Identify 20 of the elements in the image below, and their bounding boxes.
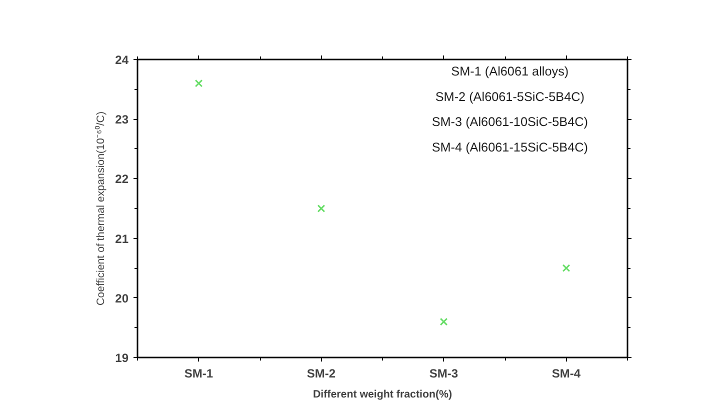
annotation: SM-1 (Al6061 alloys) [451,64,569,78]
x-tick-label: SM-1 [184,366,214,380]
x-tick-label: SM-2 [306,366,336,380]
x-tick-label: SM-3 [429,366,458,380]
point [440,318,448,326]
y-tick-label: 24 [115,53,129,67]
annotation: SM-2 (Al6061-5SiC-5B4C) [435,90,584,104]
point [194,79,203,88]
y-tick-label: 22 [115,172,129,186]
x-axis-title: Different weight fraction(%) [312,388,453,400]
y-axis-title: Coefficient of thermal expansion(10⁻⁶⁰/C) [94,111,108,306]
y-tick-label: 19 [115,351,129,365]
annotation: SM-3 (Al6061-10SiC-5B4C) [432,115,588,130]
annotation: SM-4 (Al6061-15SiC-5B4C) [432,140,588,154]
point [562,264,570,272]
y-tick-label: 23 [115,112,129,127]
x-tick-label: SM-4 [552,366,581,380]
point [317,204,326,212]
y-tick-label: 21 [115,232,129,246]
y-tick-label: 20 [115,291,129,306]
